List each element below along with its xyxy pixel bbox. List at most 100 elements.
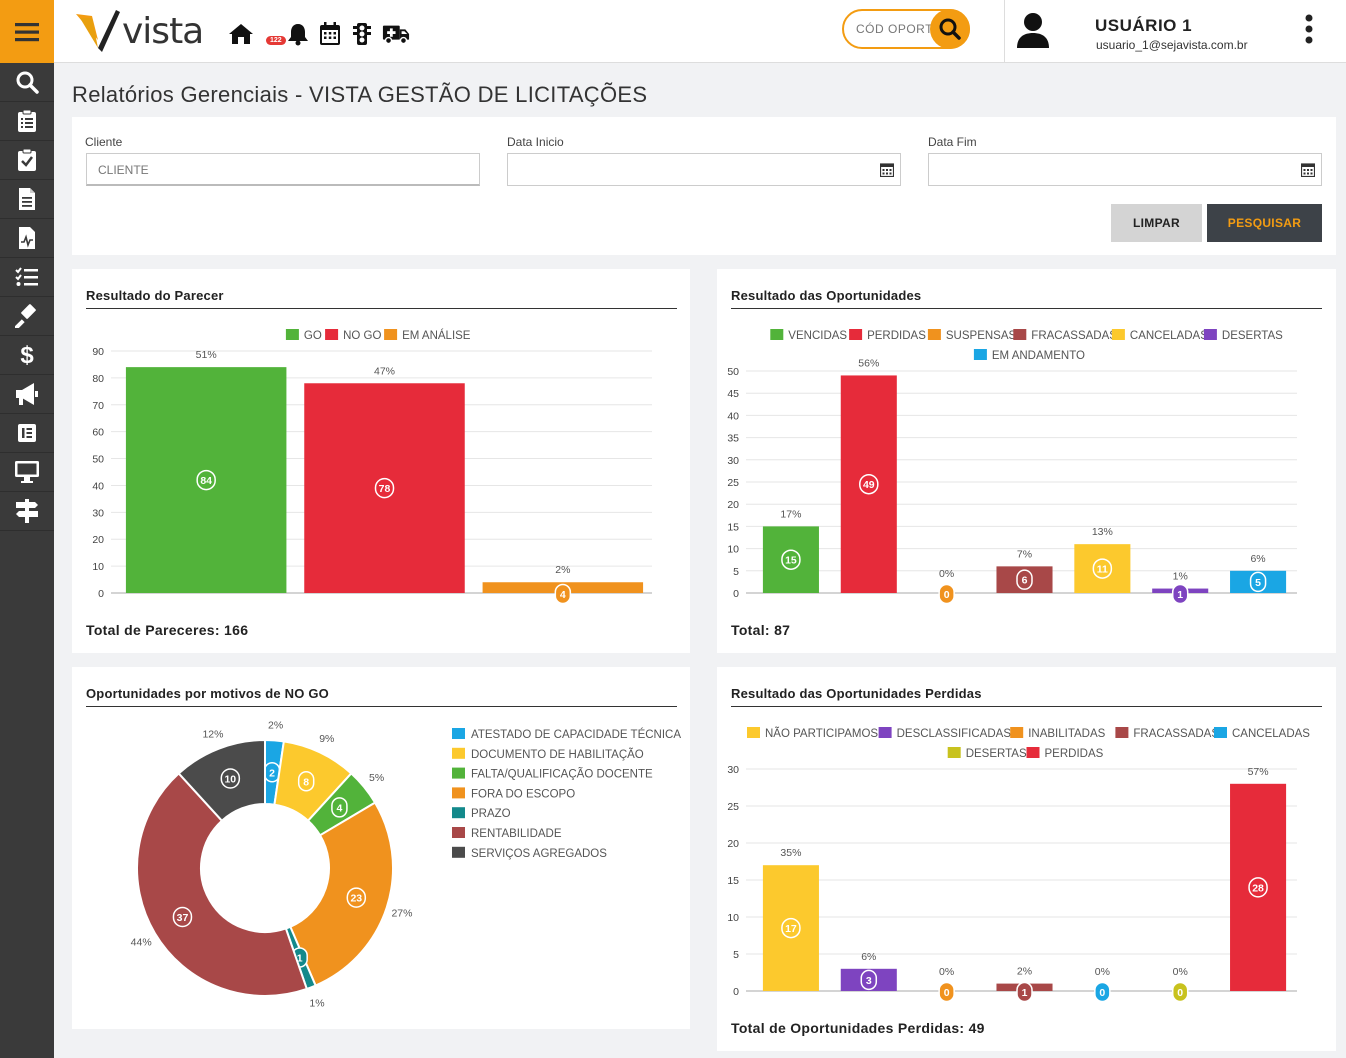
value-label: 0 [944, 987, 950, 999]
data-fim-input[interactable] [928, 153, 1322, 186]
sidebar-item-document[interactable] [0, 180, 54, 219]
percent-label: 6% [861, 951, 876, 963]
calendar-icon[interactable] [1301, 162, 1315, 177]
calendar-icon[interactable] [880, 162, 894, 177]
sidebar-item-monitor[interactable] [0, 453, 54, 492]
perdidas-chart-card: Resultado das Oportunidades Perdidas NÃO… [717, 667, 1336, 1051]
ambulance-button[interactable] [382, 20, 410, 48]
percent-label: 0% [939, 568, 954, 580]
legend-label: SERVIÇOS AGREGADOS [471, 848, 607, 860]
legend-label: VENCIDAS [788, 330, 847, 342]
percent-label: 2% [268, 719, 283, 731]
value-bubble [1249, 571, 1267, 593]
user-avatar[interactable] [1016, 12, 1050, 55]
signpost-icon [16, 499, 38, 523]
legend-swatch [384, 329, 398, 340]
percent-label: 0% [1095, 966, 1110, 978]
opportunity-code-input[interactable]: CÓD OPORT [856, 22, 933, 36]
value-bubble [781, 917, 801, 939]
legend-label: DESERTAS [1222, 330, 1283, 342]
legend-label: DOCUMENTO DE HABILITAÇÃO [471, 748, 644, 761]
sidebar-item-gavel[interactable] [0, 297, 54, 336]
calendar-button[interactable] [316, 20, 344, 48]
sidebar-item-announcements[interactable] [0, 375, 54, 414]
y-tick-label: 10 [727, 912, 739, 924]
percent-label: 12% [202, 729, 223, 741]
value-label: 11 [1097, 564, 1108, 576]
value-label: 49 [863, 479, 875, 491]
legend-label: PERDIDAS [1045, 748, 1104, 760]
y-tick-label: 45 [727, 388, 739, 400]
nogo-chart: 2 2% 8 9% 4 5% 23 27% 1 1% 37 44% 10 12% ATESTADO DE C… [131, 719, 682, 1009]
value-bubble [346, 887, 367, 908]
y-tick-label: 50 [727, 366, 739, 378]
opportunity-code-search: CÓD OPORT [842, 9, 970, 49]
legend-swatch [1115, 727, 1129, 738]
value-bubble [1094, 981, 1111, 1003]
search-button[interactable] [930, 9, 970, 49]
clipboard-list-icon [18, 109, 36, 132]
oportunidades-chart: VENCIDAS PERDIDAS SUSPENSAS FRACASSADAS CANC… [727, 329, 1297, 605]
value-label: 0 [944, 589, 950, 601]
gavel-icon [15, 304, 36, 328]
y-tick-label: 50 [92, 454, 104, 466]
sidebar-item-clipboard-list[interactable] [0, 102, 54, 141]
legend-swatch [973, 349, 987, 360]
notifications-button[interactable] [284, 20, 312, 48]
data-inicio-input[interactable] [507, 153, 901, 186]
value-bubble [1016, 569, 1033, 590]
y-tick-label: 25 [727, 477, 739, 489]
perdidas-chart: NÃO PARTICIPAMOS DESCLASSIFICADAS INABILIT… [727, 727, 1310, 1003]
legend-swatch [1013, 329, 1027, 340]
y-tick-label: 5 [733, 949, 739, 961]
value-bubble [196, 469, 216, 491]
legend-swatch [285, 329, 299, 340]
sidebar-item-search[interactable] [0, 63, 54, 102]
user-email: usuario_1@sejavista.com.br [1096, 38, 1248, 52]
more-options-button[interactable] [1299, 13, 1319, 45]
sidebar-item-document-chart[interactable] [0, 219, 54, 258]
legend-label: ATESTADO DE CAPACIDADE TÉCNICA [471, 728, 681, 741]
sidebar-item-financial[interactable]: $ [0, 336, 54, 375]
y-tick-label: 20 [727, 838, 739, 850]
sidebar-item-clipboard-check[interactable] [0, 141, 54, 180]
hamburger-menu-button[interactable] [0, 0, 54, 63]
value-bubble [554, 583, 572, 605]
legend-label: FALTA/QUALIFICAÇÃO DOCENTE [471, 768, 653, 781]
filter-panel: Cliente CLIENTE Data Inicio Data Fim LIM… [72, 117, 1336, 255]
percent-label: 1% [309, 997, 324, 1009]
parecer-total: Total de Pareceres: 166 [86, 622, 248, 638]
traffic-light-button[interactable] [348, 20, 376, 48]
legend-label: FRACASSADAS [1133, 728, 1219, 740]
sidebar-item-elementor[interactable] [0, 414, 54, 453]
value-bubble [220, 768, 241, 789]
legend-swatch [1010, 727, 1024, 738]
oportunidades-total-value: 87 [774, 622, 791, 638]
legend-swatch [927, 329, 941, 340]
oportunidades-total: Total: 87 [731, 622, 790, 638]
sidebar-item-signpost[interactable] [0, 492, 54, 531]
home-button[interactable] [227, 20, 255, 48]
oportunidades-chart-title: Resultado das Oportunidades [731, 288, 922, 303]
y-tick-label: 15 [727, 875, 739, 887]
value-bubble [938, 583, 955, 605]
megaphone-icon [16, 383, 38, 405]
y-tick-label: 40 [727, 410, 739, 422]
legend-label: DESCLASSIFICADAS [897, 728, 1012, 740]
percent-label: 57% [1248, 766, 1269, 778]
parecer-chart-title: Resultado do Parecer [86, 288, 224, 303]
legend-label: EM ANÁLISE [402, 329, 471, 342]
legend-swatch [1111, 329, 1125, 340]
value-label: 6 [1022, 575, 1028, 587]
cliente-input[interactable]: CLIENTE [86, 153, 480, 186]
percent-label: 5% [369, 772, 384, 784]
y-tick-label: 30 [92, 507, 104, 519]
percent-label: 56% [858, 357, 879, 369]
pesquisar-button[interactable]: PESQUISAR [1207, 204, 1322, 242]
sidebar-item-checklist[interactable] [0, 258, 54, 297]
vista-logo[interactable]: vista [76, 10, 204, 52]
perdidas-total-label: Total de Oportunidades Perdidas: [731, 1020, 965, 1036]
y-tick-label: 30 [727, 764, 739, 776]
limpar-button[interactable]: LIMPAR [1111, 204, 1202, 242]
logo-text: vista [122, 11, 204, 52]
